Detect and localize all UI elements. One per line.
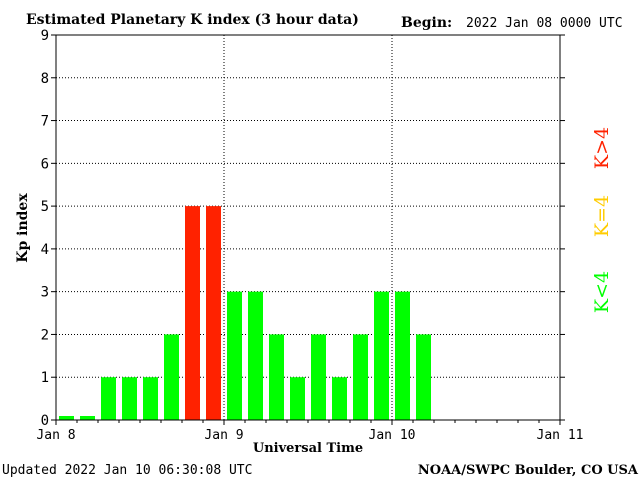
chart-title: Estimated Planetary K index (3 hour data… <box>26 12 359 28</box>
legend-k-equal-4: K=4 <box>591 195 613 237</box>
plot-frame <box>55 34 561 421</box>
kp-bar <box>332 377 347 420</box>
x-axis-ticks: Jan 8 Jan 9 Jan 10 Jan 11 <box>36 420 583 443</box>
y-tick-label: 6 <box>41 156 49 172</box>
source-credit: NOAA/SWPC Boulder, CO USA <box>418 463 639 478</box>
y-tick-label: 7 <box>41 114 49 130</box>
y-tick-label: 9 <box>41 28 49 44</box>
kp-bar <box>185 206 200 420</box>
y-axis-ticks: 0 1 2 3 4 5 6 7 8 9 <box>41 28 565 429</box>
y-tick-label: 5 <box>41 199 49 215</box>
kp-bar <box>227 291 242 420</box>
kp-bar <box>353 334 368 420</box>
kp-bar <box>122 377 137 420</box>
x-tick-label: Jan 9 <box>204 428 243 443</box>
legend-k-greater-4: K>4 <box>591 127 613 169</box>
y-tick-label: 2 <box>41 327 49 343</box>
x-tick-label: Jan 8 <box>36 428 75 443</box>
kp-bar <box>164 334 179 420</box>
kp-bar <box>395 291 410 420</box>
kp-bar <box>80 416 95 420</box>
y-tick-label: 3 <box>41 285 49 301</box>
updated-timestamp: Updated 2022 Jan 10 06:30:08 UTC <box>2 463 252 478</box>
kp-bar <box>269 334 284 420</box>
begin-value: 2022 Jan 08 0000 UTC <box>466 16 623 31</box>
grid-lines <box>56 35 560 420</box>
kp-bar <box>248 291 263 420</box>
kp-bar <box>206 206 221 420</box>
y-axis-label: Kp index <box>15 193 31 263</box>
kp-bar <box>290 377 305 420</box>
legend-k-less-4: K<4 <box>591 271 613 313</box>
bars <box>59 206 431 420</box>
x-tick-label: Jan 10 <box>369 428 416 443</box>
x-axis-label: Universal Time <box>253 441 363 456</box>
kp-bar <box>311 334 326 420</box>
x-tick-label: Jan 11 <box>537 428 584 443</box>
kp-bar <box>416 334 431 420</box>
y-tick-label: 4 <box>41 242 49 258</box>
kp-bar <box>143 377 158 420</box>
y-tick-label: 1 <box>41 370 49 386</box>
y-tick-label: 8 <box>41 71 49 87</box>
kp-bar <box>374 291 389 420</box>
y-tick-label: 0 <box>41 413 49 429</box>
kp-bar <box>101 377 116 420</box>
kp-bar <box>59 416 74 420</box>
begin-label: Begin: <box>401 15 452 31</box>
